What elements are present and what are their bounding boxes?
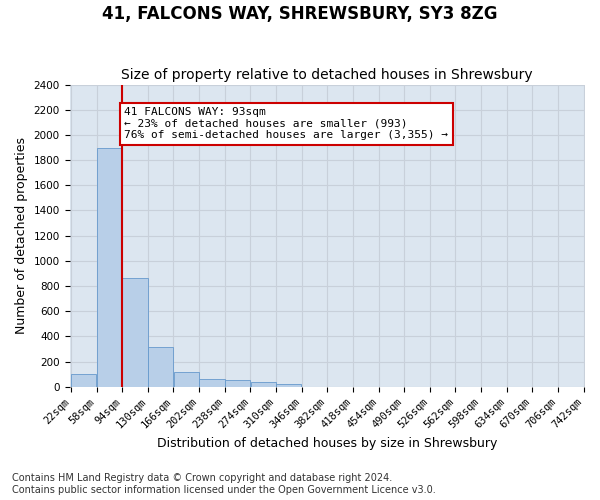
Bar: [173, 372, 199, 386]
Bar: [199, 380, 224, 386]
Title: Size of property relative to detached houses in Shrewsbury: Size of property relative to detached ho…: [121, 68, 533, 82]
Bar: [251, 382, 276, 386]
Bar: [148, 347, 173, 387]
Y-axis label: Number of detached properties: Number of detached properties: [15, 137, 28, 334]
Bar: [276, 384, 301, 386]
X-axis label: Distribution of detached houses by size in Shrewsbury: Distribution of detached houses by size …: [157, 437, 497, 450]
Bar: [122, 278, 148, 386]
Bar: [97, 148, 122, 386]
Text: 41 FALCONS WAY: 93sqm
← 23% of detached houses are smaller (993)
76% of semi-det: 41 FALCONS WAY: 93sqm ← 23% of detached …: [124, 107, 448, 140]
Text: 41, FALCONS WAY, SHREWSBURY, SY3 8ZG: 41, FALCONS WAY, SHREWSBURY, SY3 8ZG: [102, 5, 498, 23]
Text: Contains HM Land Registry data © Crown copyright and database right 2024.
Contai: Contains HM Land Registry data © Crown c…: [12, 474, 436, 495]
Bar: [225, 380, 250, 386]
Bar: [71, 374, 97, 386]
